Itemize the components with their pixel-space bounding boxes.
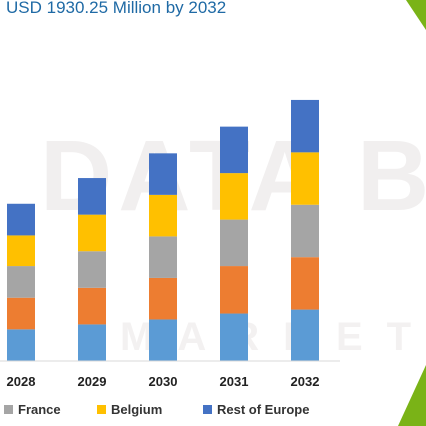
- x-tick-labels: 2028 2029 2030 2031 2032: [7, 374, 320, 389]
- bars-group: [7, 99, 319, 361]
- bar-segment-2028-series-5: [7, 203, 35, 236]
- bar-segment-2030-series-2: [149, 277, 177, 320]
- legend-label-rest-of-europe: Rest of Europe: [217, 402, 309, 417]
- legend-swatch-rest-of-europe: [203, 405, 212, 414]
- legend-swatch-belgium: [97, 405, 106, 414]
- x-tick-label-2029: 2029: [78, 374, 107, 389]
- accent-triangle-bottom-right: [398, 365, 426, 426]
- bar-segment-2032-series-1: [291, 309, 319, 361]
- bar-segment-2029-series-1: [78, 324, 106, 361]
- bar-segment-2030-series-4: [149, 194, 177, 237]
- x-tick-label-2031: 2031: [220, 374, 249, 389]
- bar-segment-2032-series-2: [291, 257, 319, 310]
- legend-label-france: France: [18, 402, 61, 417]
- legend-label-belgium: Belgium: [111, 402, 162, 417]
- legend-swatch-france: [4, 405, 13, 414]
- bar-segment-2031-series-4: [220, 173, 248, 220]
- bar-segment-2032-series-5: [291, 99, 319, 153]
- bar-segment-2028-series-3: [7, 266, 35, 298]
- bar-segment-2031-series-3: [220, 219, 248, 267]
- bar-segment-2032-series-4: [291, 152, 319, 205]
- bar-segment-2029-series-2: [78, 287, 106, 325]
- x-tick-label-2032: 2032: [291, 374, 320, 389]
- x-tick-label-2028: 2028: [7, 374, 36, 389]
- bar-segment-2028-series-4: [7, 235, 35, 267]
- bar-segment-2029-series-5: [78, 178, 106, 215]
- bar-segment-2031-series-2: [220, 266, 248, 314]
- x-tick-label-2030: 2030: [149, 374, 178, 389]
- bar-segment-2031-series-1: [220, 313, 248, 361]
- accent-triangle-top-right: [406, 0, 426, 30]
- bar-segment-2028-series-2: [7, 297, 35, 330]
- bar-segment-2031-series-5: [220, 126, 248, 174]
- bar-segment-2029-series-4: [78, 214, 106, 252]
- bar-segment-2030-series-5: [149, 153, 177, 195]
- chart-title: USD 1930.25 Million by 2032: [6, 0, 227, 17]
- decorative-accent-shapes: [398, 0, 426, 426]
- legend: France Belgium Rest of Europe: [4, 402, 309, 417]
- bar-segment-2028-series-1: [7, 329, 35, 361]
- bar-segment-2030-series-3: [149, 236, 177, 278]
- bar-segment-2029-series-3: [78, 251, 106, 288]
- bar-segment-2032-series-3: [291, 204, 319, 258]
- bar-segment-2030-series-1: [149, 319, 177, 361]
